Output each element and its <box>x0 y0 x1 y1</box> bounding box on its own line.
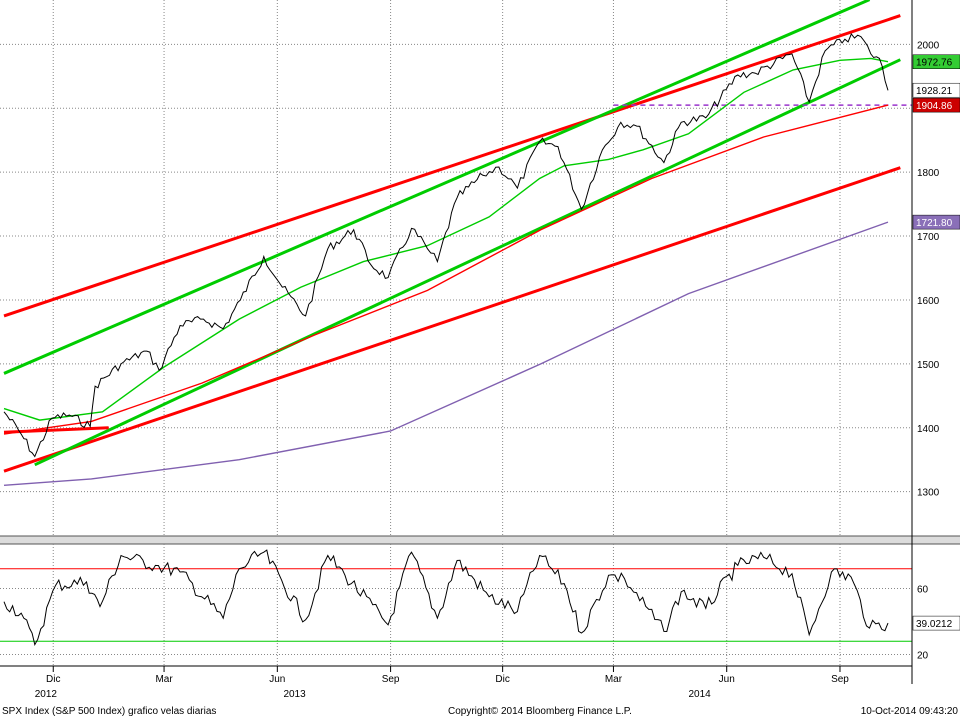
moving-average-lines <box>3 57 889 486</box>
x-axis-month-label: Mar <box>155 674 173 685</box>
x-axis-year-labels: 2012 2013 2014 <box>35 689 711 700</box>
price-y-tick-label: 1300 <box>917 488 940 499</box>
oscillator-value-tag-label: 39.0212 <box>916 619 953 630</box>
trendline <box>3 166 901 473</box>
price-y-tick-label: 1500 <box>917 360 940 371</box>
price-value-tag-label: 1928.21 <box>916 86 953 97</box>
footer-timestamp: 10-Oct-2014 09:43:20 <box>861 706 959 717</box>
x-axis-month-label: Dic <box>495 674 509 685</box>
price-value-tag-label: 1972.76 <box>916 58 953 69</box>
price-y-tick-label: 1700 <box>917 232 940 243</box>
trendline <box>3 0 871 375</box>
panel-separator <box>0 536 960 544</box>
footer-source: SPX Index (S&P 500 Index) grafico velas … <box>2 706 216 717</box>
oscillator-line <box>3 549 889 646</box>
price-y-tick-label: 1400 <box>917 424 940 435</box>
trendline <box>3 14 901 318</box>
price-value-tag-box <box>912 214 960 230</box>
oscillator-value-tags: 39.0212 <box>912 615 960 631</box>
price-panel: 13001400150016001700180019002000 1972.76… <box>0 0 960 536</box>
oscillator-y-tick-label: 20 <box>917 650 929 661</box>
x-axis-month-labels: Dic Mar Jun Sep Dic Mar Jun Sep <box>46 666 849 685</box>
footer-copyright: Copyright© 2014 Bloomberg Finance L.P. <box>448 706 632 717</box>
x-axis-year-label: 2012 <box>35 689 58 700</box>
x-axis-month-label: Sep <box>382 674 400 685</box>
moving-average-line <box>3 104 889 435</box>
price-value-tags: 1972.76 1928.21 1904.86 1721.80 <box>912 54 960 230</box>
price-y-tick-label: 2000 <box>917 40 940 51</box>
oscillator-y-tick-label: 60 <box>917 585 929 596</box>
trendlines <box>3 0 901 473</box>
oscillator-value-tag-box <box>912 615 960 631</box>
price-y-tick-label: 1800 <box>917 168 940 179</box>
price-value-tag-label: 1904.86 <box>916 101 953 112</box>
x-axis-year-label: 2014 <box>689 689 712 700</box>
x-axis-month-label: Jun <box>719 674 735 685</box>
price-gridlines <box>0 0 912 536</box>
price-value-tag-box <box>912 54 960 69</box>
x-axis-month-label: Jun <box>269 674 285 685</box>
price-y-tick-label: 1600 <box>917 296 940 307</box>
x-axis-month-label: Mar <box>605 674 623 685</box>
x-axis-month-label: Sep <box>831 674 849 685</box>
x-axis: Dic Mar Jun Sep Dic Mar Jun Sep 2012 2013 2014 <box>0 665 912 700</box>
price-value-tag-label: 1721.80 <box>916 218 953 229</box>
x-axis-year-label: 2013 <box>283 689 306 700</box>
moving-average-line <box>3 221 889 486</box>
trendline <box>34 58 901 467</box>
moving-average-line <box>3 57 889 421</box>
price-value-tag-box <box>912 82 960 98</box>
price-value-tag-box <box>912 97 960 113</box>
oscillator-gridlines <box>0 544 912 666</box>
price-line <box>3 33 889 458</box>
x-axis-month-label: Dic <box>46 674 60 685</box>
